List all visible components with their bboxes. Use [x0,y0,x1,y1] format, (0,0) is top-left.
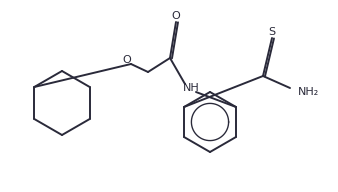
Text: NH₂: NH₂ [298,87,319,97]
Text: S: S [268,27,275,37]
Text: O: O [123,55,131,65]
Text: NH: NH [183,83,199,93]
Text: O: O [172,11,180,21]
